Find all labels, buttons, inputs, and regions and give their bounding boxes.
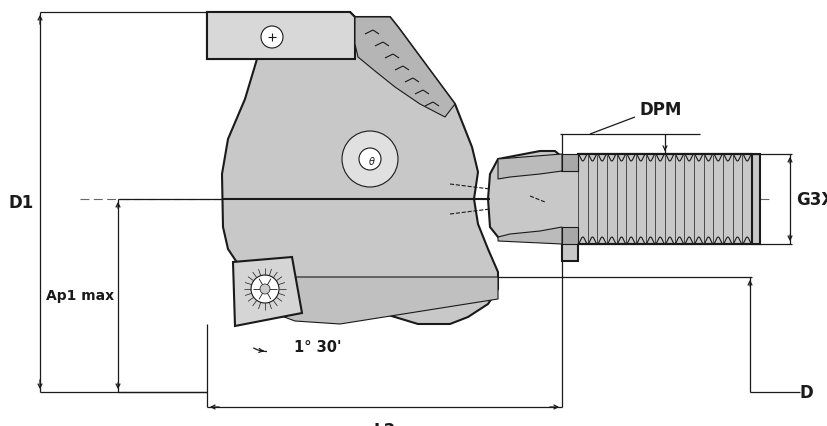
- Polygon shape: [355, 18, 455, 118]
- Circle shape: [359, 149, 380, 170]
- Text: G3X: G3X: [795, 190, 827, 208]
- Text: D: D: [799, 383, 813, 401]
- Text: L2: L2: [373, 421, 395, 426]
- Polygon shape: [497, 155, 562, 180]
- Polygon shape: [207, 13, 355, 60]
- Text: D1: D1: [9, 193, 34, 211]
- Circle shape: [260, 284, 270, 294]
- Circle shape: [342, 132, 398, 187]
- Circle shape: [251, 275, 279, 303]
- Polygon shape: [487, 152, 759, 262]
- Text: DPM: DPM: [639, 101, 681, 119]
- Polygon shape: [232, 257, 302, 326]
- Polygon shape: [207, 13, 497, 324]
- Polygon shape: [577, 155, 751, 245]
- Polygon shape: [562, 155, 577, 172]
- Polygon shape: [255, 277, 497, 324]
- Polygon shape: [562, 227, 577, 245]
- Polygon shape: [497, 227, 562, 245]
- Text: Ap1 max: Ap1 max: [45, 289, 114, 303]
- Text: 1° 30': 1° 30': [294, 340, 342, 355]
- Text: $\theta$: $\theta$: [368, 155, 375, 167]
- Circle shape: [261, 27, 283, 49]
